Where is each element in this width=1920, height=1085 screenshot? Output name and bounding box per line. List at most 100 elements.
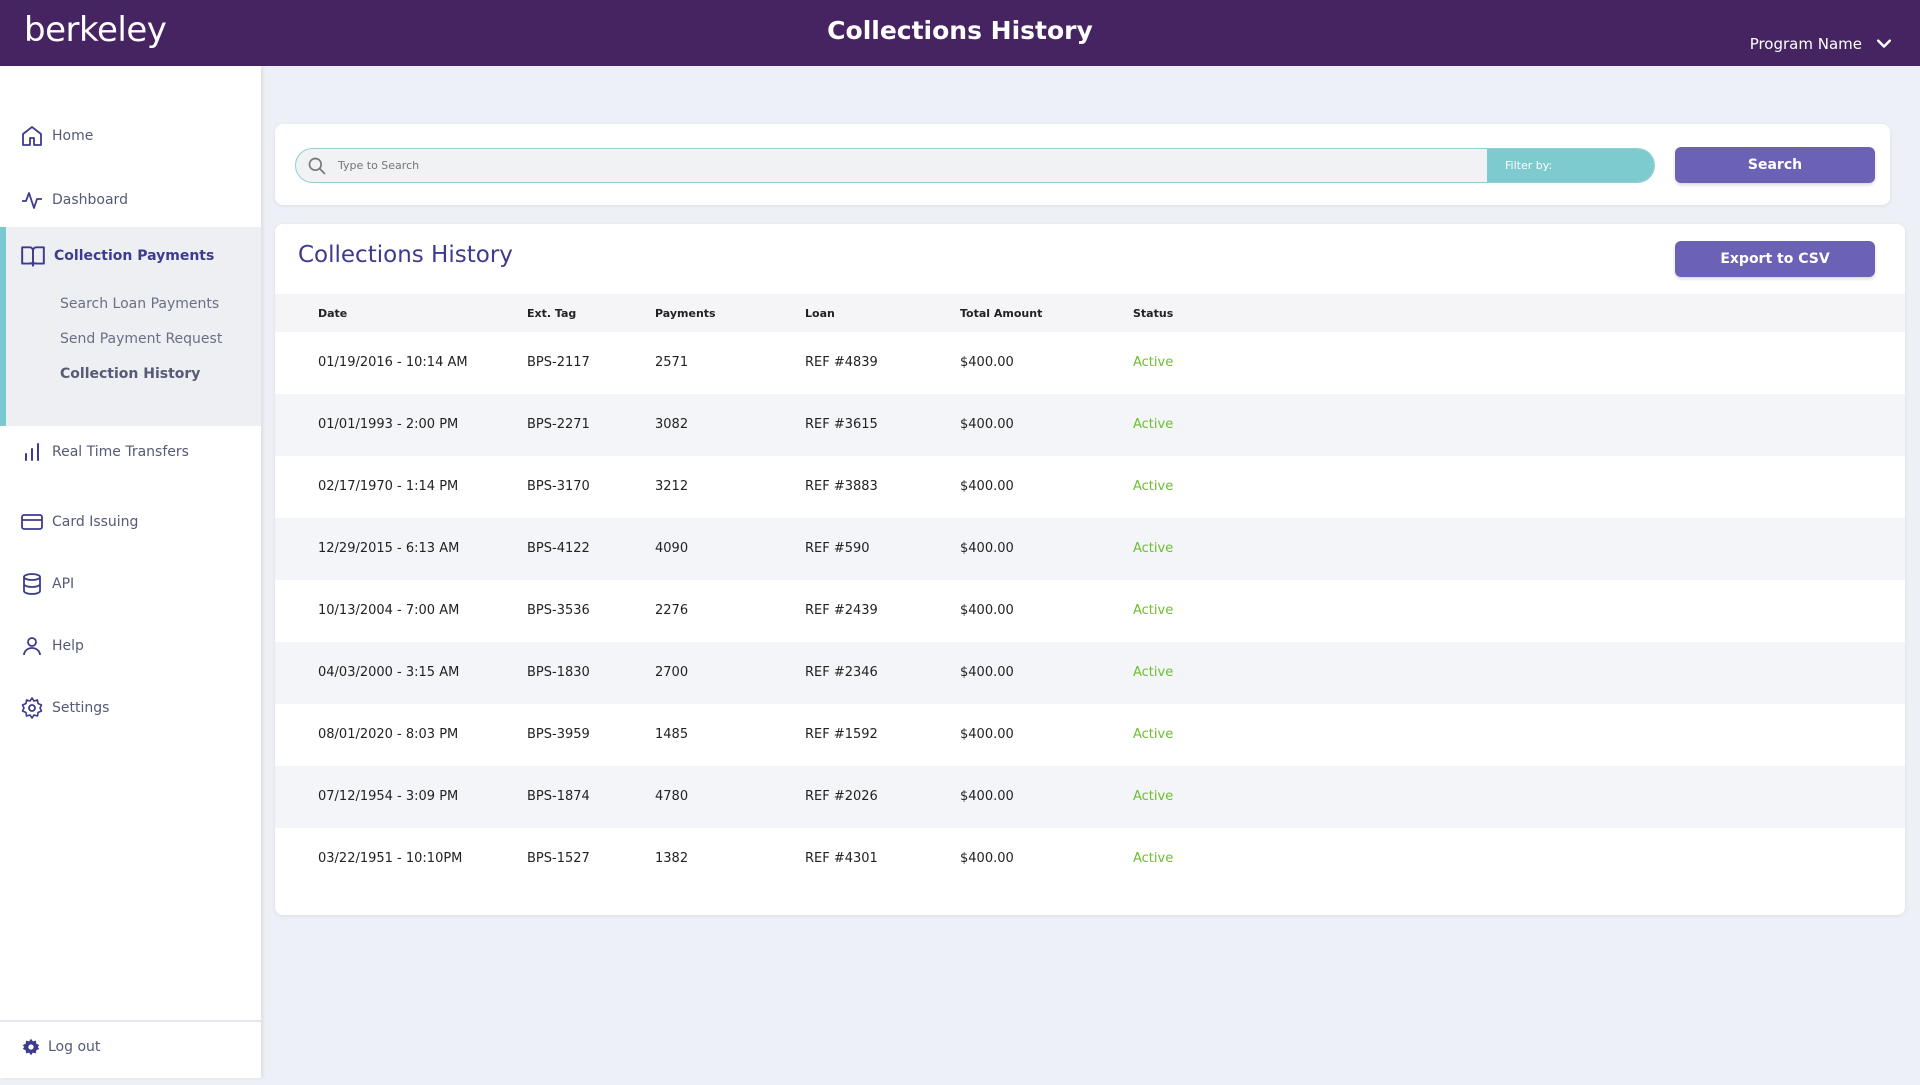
cell-ext-tag: BPS-3536 [527, 603, 590, 618]
cell-amount: $400.00 [960, 727, 1014, 742]
cell-payments: 2571 [655, 355, 689, 370]
export-csv-button[interactable]: Export to CSV [1675, 241, 1875, 277]
cell-ext-tag: BPS-1830 [527, 665, 590, 680]
column-header-ext-tag[interactable]: Ext. Tag [527, 307, 577, 320]
cell-payments: 2700 [655, 665, 689, 680]
cell-amount: $400.00 [960, 603, 1014, 618]
table-header: Date Ext. Tag Payments Loan Total Amount… [275, 294, 1905, 332]
activity-icon [22, 192, 42, 209]
bar-chart-icon [25, 443, 39, 461]
cell-status: Active [1133, 479, 1174, 494]
cell-payments: 4090 [655, 541, 689, 556]
sidebar-subitem-collection-history[interactable]: Collection History [60, 366, 201, 382]
home-icon [22, 126, 42, 146]
filter-dropdown[interactable]: Filter by: [1487, 149, 1654, 182]
sidebar-item-home[interactable]: Home [20, 124, 93, 148]
search-button[interactable]: Search [1675, 147, 1875, 183]
cell-amount: $400.00 [960, 851, 1014, 866]
sidebar-item-label: Help [52, 638, 84, 654]
cell-status: Active [1133, 603, 1174, 618]
cell-date: 10/13/2004 - 7:00 AM [318, 603, 460, 618]
cell-amount: $400.00 [960, 479, 1014, 494]
program-label: Program Name [1749, 35, 1862, 53]
column-header-loan[interactable]: Loan [805, 307, 835, 320]
sidebar-item-settings[interactable]: Settings [20, 696, 109, 720]
sidebar-subitem-send-payment-request[interactable]: Send Payment Request [60, 331, 223, 347]
cell-ext-tag: BPS-3959 [527, 727, 590, 742]
cell-date: 08/01/2020 - 8:03 PM [318, 727, 459, 742]
table-row[interactable]: 04/03/2000 - 3:15 AM BPS-1830 2700 REF #… [275, 642, 1905, 704]
table-row[interactable]: 01/19/2016 - 10:14 AM BPS-2117 2571 REF … [275, 332, 1905, 394]
cell-date: 01/01/1993 - 2:00 PM [318, 417, 459, 432]
cell-date: 04/03/2000 - 3:15 AM [318, 665, 460, 680]
cell-ext-tag: BPS-1527 [527, 851, 590, 866]
cell-loan: REF #4301 [805, 851, 878, 866]
gear-icon [21, 697, 43, 719]
cell-ext-tag: BPS-2117 [527, 355, 590, 370]
top-bar: berkeley Collections History Program Nam… [0, 0, 1920, 66]
cell-loan: REF #2439 [805, 603, 878, 618]
table-row[interactable]: 01/01/1993 - 2:00 PM BPS-2271 3082 REF #… [275, 394, 1905, 456]
sidebar-subitem-search-loan-payments[interactable]: Search Loan Payments [60, 296, 220, 312]
table-row[interactable]: 03/22/1951 - 10:10PM BPS-1527 1382 REF #… [275, 828, 1905, 890]
cell-amount: $400.00 [960, 789, 1014, 804]
cell-payments: 4780 [655, 789, 689, 804]
logo[interactable]: berkeley [24, 10, 167, 50]
column-header-status[interactable]: Status [1133, 307, 1174, 320]
user-icon [23, 637, 41, 656]
sidebar-item-real-time-transfers[interactable]: Real Time Transfers [20, 440, 189, 464]
cell-date: 01/19/2016 - 10:14 AM [318, 355, 468, 370]
column-header-date[interactable]: Date [318, 307, 348, 320]
cell-amount: $400.00 [960, 417, 1014, 432]
cell-loan: REF #2026 [805, 789, 878, 804]
sidebar-item-card-issuing[interactable]: Card Issuing [20, 510, 138, 534]
column-header-payments[interactable]: Payments [655, 307, 716, 320]
cell-ext-tag: BPS-4122 [527, 541, 590, 556]
sidebar-item-label: Home [52, 128, 94, 144]
table-row[interactable]: 02/17/1970 - 1:14 PM BPS-3170 3212 REF #… [275, 456, 1905, 518]
cell-status: Active [1133, 789, 1174, 804]
search-input[interactable] [338, 149, 1487, 182]
cell-payments: 1485 [655, 727, 689, 742]
search-card: Filter by: Search [275, 124, 1890, 205]
cell-status: Active [1133, 851, 1174, 866]
logout-button[interactable]: Log out [22, 1038, 100, 1056]
page-title: Collections History [827, 16, 1093, 45]
cell-payments: 1382 [655, 851, 689, 866]
cell-date: 02/17/1970 - 1:14 PM [318, 479, 459, 494]
search-bar: Filter by: [295, 148, 1655, 183]
table-body: 01/19/2016 - 10:14 AM BPS-2117 2571 REF … [275, 332, 1905, 890]
logout-label: Log out [48, 1039, 101, 1055]
cell-ext-tag: BPS-1874 [527, 789, 590, 804]
column-header-total-amount[interactable]: Total Amount [960, 307, 1043, 320]
cell-payments: 2276 [655, 603, 689, 618]
cell-payments: 3082 [655, 417, 689, 432]
table-row[interactable]: 07/12/1954 - 3:09 PM BPS-1874 4780 REF #… [275, 766, 1905, 828]
sidebar-item-label: Collection Payments [54, 248, 215, 264]
cell-amount: $400.00 [960, 355, 1014, 370]
sidebar-item-api[interactable]: API [20, 572, 74, 596]
program-selector[interactable]: Program Name [1750, 34, 1894, 54]
cell-loan: REF #4839 [805, 355, 878, 370]
collections-history-card: Collections History Export to CSV Date E… [275, 224, 1905, 915]
credit-card-icon [21, 514, 43, 530]
sidebar-item-label: Settings [52, 700, 110, 716]
card-title: Collections History [298, 242, 513, 268]
logout-section: Log out [0, 1020, 261, 1078]
book-open-icon [21, 246, 45, 267]
sidebar-item-label: Real Time Transfers [52, 444, 189, 460]
table-row[interactable]: 08/01/2020 - 8:03 PM BPS-3959 1485 REF #… [275, 704, 1905, 766]
cell-amount: $400.00 [960, 541, 1014, 556]
table-row[interactable]: 10/13/2004 - 7:00 AM BPS-3536 2276 REF #… [275, 580, 1905, 642]
sidebar-item-collection-payments[interactable]: Collection Payments [20, 243, 214, 269]
cell-amount: $400.00 [960, 665, 1014, 680]
cell-date: 07/12/1954 - 3:09 PM [318, 789, 459, 804]
sidebar-item-help[interactable]: Help [20, 634, 84, 658]
sidebar-item-dashboard[interactable]: Dashboard [20, 188, 128, 212]
sidebar: Home Dashboard Collection Payments Searc… [0, 66, 261, 1078]
cell-loan: REF #1592 [805, 727, 878, 742]
cell-loan: REF #3615 [805, 417, 878, 432]
table-row[interactable]: 12/29/2015 - 6:13 AM BPS-4122 4090 REF #… [275, 518, 1905, 580]
cell-loan: REF #3883 [805, 479, 878, 494]
sidebar-item-label: Dashboard [52, 192, 128, 208]
